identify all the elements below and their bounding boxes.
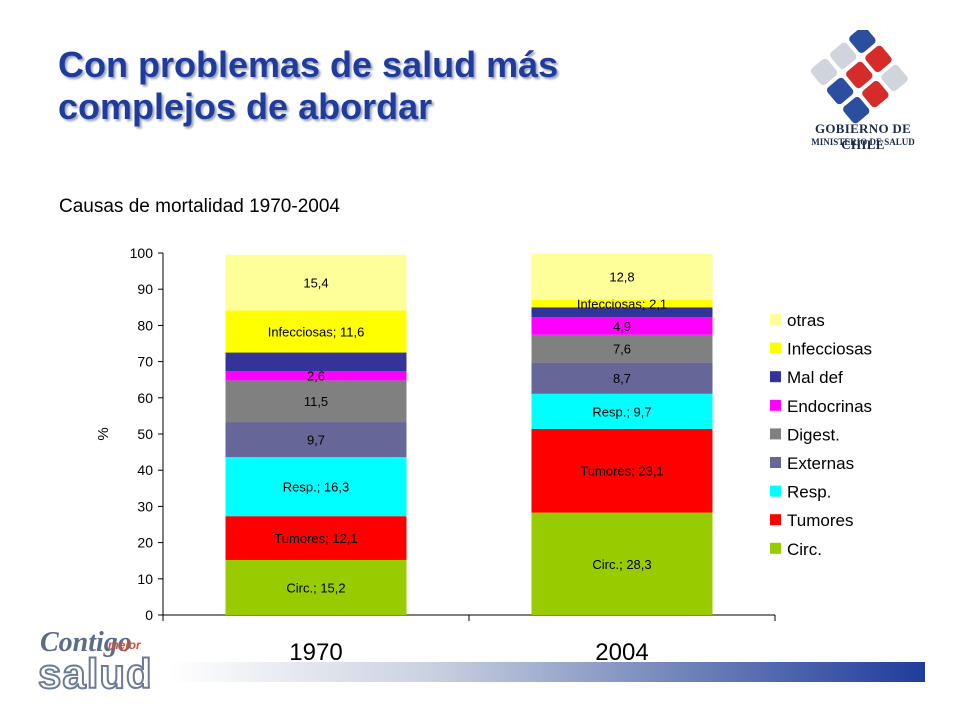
data-label: Infecciosas; 2,1 [577, 296, 667, 311]
bar-segment [225, 422, 407, 458]
y-tick-label: 60 [137, 390, 153, 406]
bar-segment [531, 428, 713, 513]
data-label: 12,8 [609, 270, 634, 285]
contigo-logo-text: Contigo [40, 627, 132, 658]
y-tick-label: 90 [137, 281, 153, 297]
legend-label: otras [787, 311, 825, 330]
data-label: Tumores; 23,1 [580, 464, 663, 479]
legend-label: Circ. [787, 540, 822, 559]
legend-swatch [770, 428, 781, 440]
bar-segment [531, 334, 713, 363]
bar-segment [225, 380, 407, 423]
y-tick-label: 50 [137, 426, 153, 442]
legend-swatch [770, 371, 781, 383]
bar-segment [225, 254, 407, 311]
logo-tile [846, 61, 873, 89]
legend-swatch [770, 514, 781, 526]
data-label: 7,6 [613, 342, 631, 357]
logo-tile [843, 97, 870, 124]
gobierno-logo-text: GOBIERNO DE CHILE [814, 121, 912, 152]
y-tick-label: 30 [137, 498, 153, 514]
bar-segment [225, 352, 407, 372]
salud-logo-text: salud [37, 649, 153, 698]
data-label: Resp.; 16,3 [283, 480, 350, 495]
y-axis-label: % [95, 427, 112, 440]
data-label: 9,7 [307, 433, 325, 448]
data-label: Resp.; 9,7 [592, 404, 651, 419]
data-label: 11,5 [304, 394, 328, 409]
logo-tile [862, 80, 889, 108]
legend-swatch [770, 399, 781, 411]
data-label: Tumores; 12,1 [274, 531, 357, 546]
bar-segment [225, 457, 407, 517]
legend-label: Tumores [787, 511, 853, 530]
y-tick-label: 0 [145, 607, 153, 623]
legend-swatch [770, 542, 781, 554]
legend-swatch [770, 457, 781, 468]
legend-label: Mal def [787, 368, 843, 387]
legend-swatch [770, 485, 781, 497]
bar-segment [531, 362, 713, 394]
bar-segment [531, 393, 713, 429]
legend-label: Infecciosas [787, 340, 872, 359]
page-title-line1: Con problemas de salud más [58, 44, 559, 85]
page-title-line2: complejos de abordar [58, 86, 433, 127]
legend-label: Digest. [787, 425, 840, 444]
legend-label: Endocrinas [787, 397, 872, 416]
legend-label: Externas [787, 454, 854, 473]
data-label: 2,6 [307, 369, 325, 384]
y-tick-label: 100 [130, 245, 154, 261]
data-label: 8,7 [613, 371, 631, 386]
bar-segment [225, 559, 407, 615]
x-category-label: 1970 [289, 639, 342, 666]
data-label: Circ.; 28,3 [592, 557, 651, 572]
logo-tile [810, 58, 838, 86]
bar-segment [531, 299, 713, 308]
y-tick-label: 10 [137, 571, 153, 587]
bar-segment [531, 317, 713, 335]
logo-tile [826, 77, 854, 105]
legend-swatch [770, 342, 781, 354]
gobierno-logo-icon [810, 30, 908, 124]
bar-segment [531, 307, 713, 318]
logo-tile [830, 42, 857, 69]
logo-tile [865, 45, 892, 73]
ministerio-logo-text: MINISTERIO DE SALUD [811, 137, 915, 147]
bar-segment [531, 512, 713, 615]
y-tick-label: 70 [137, 354, 153, 370]
logo-tile [849, 30, 876, 53]
legend-label: Resp. [787, 483, 831, 502]
mejor-logo-text: mejor [108, 638, 141, 652]
data-label: Infecciosas; 11,6 [268, 325, 365, 340]
bar-segment [225, 310, 407, 353]
bar-segment [225, 516, 407, 560]
footer-gradient-bar [170, 662, 925, 682]
page-title: Con problemas de salud más complejos de … [58, 44, 558, 128]
data-label: 15,4 [303, 276, 328, 291]
legend-swatch [770, 314, 781, 325]
logo-tile [881, 64, 908, 92]
bar-segment [531, 253, 713, 300]
data-label: Circ.; 15,2 [286, 580, 345, 595]
y-tick-label: 20 [137, 535, 153, 551]
y-tick-label: 80 [137, 317, 153, 333]
data-label: 4,9 [613, 319, 631, 334]
x-category-label: 2004 [595, 639, 648, 666]
bar-segment [225, 371, 407, 381]
y-tick-label: 40 [137, 462, 153, 478]
chart-subtitle: Causas de mortalidad 1970-2004 [59, 196, 340, 217]
